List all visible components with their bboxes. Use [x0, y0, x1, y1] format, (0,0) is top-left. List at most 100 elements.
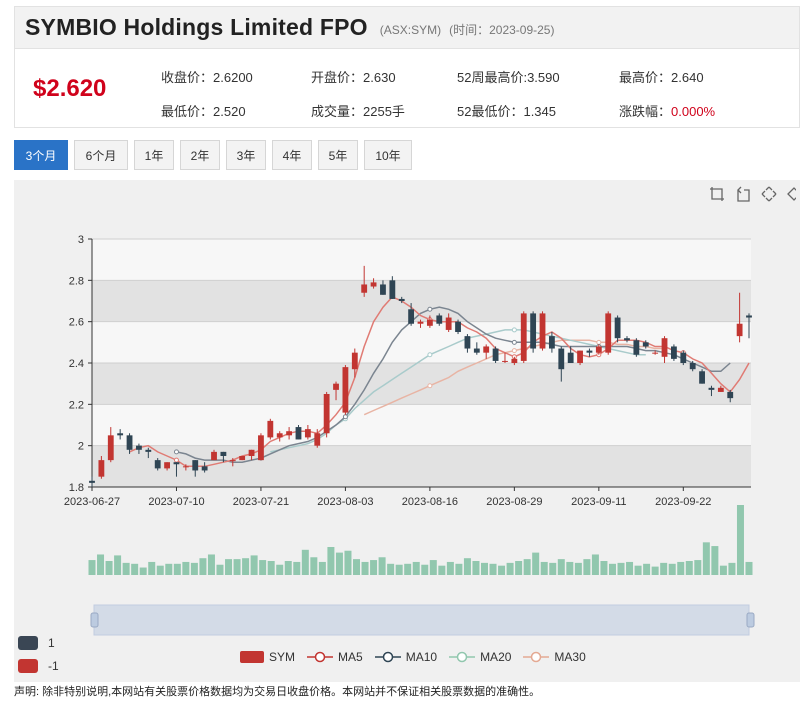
ma10-line-marker [511, 339, 517, 345]
stat-change-value: 0.000% [671, 104, 716, 119]
legend-label-ma5: MA5 [338, 650, 363, 664]
volume-bar [668, 563, 676, 575]
kline-chart: 3 2.8 2.6 2.4 2.2 2 1.8 2023-06-27 2023-07-10 202… [64, 234, 755, 636]
candle-body [154, 460, 161, 469]
x-tick-label: 2023-07-10 [148, 496, 204, 508]
tab-5y[interactable]: 5年 [318, 140, 358, 170]
volume-bar [736, 505, 744, 575]
stat-high52-value: 3.590 [527, 70, 560, 85]
candle-body [342, 367, 349, 413]
candle-body [248, 449, 255, 456]
legend-item-sym[interactable]: SYM [240, 650, 295, 664]
candle-body [736, 323, 743, 337]
x-tick-label: 2023-09-22 [655, 496, 711, 508]
candle-body [483, 346, 490, 353]
candle-body [145, 449, 152, 452]
tab-3m[interactable]: 3个月 [14, 140, 68, 170]
zoom-icon[interactable] [708, 186, 726, 204]
tab-3y[interactable]: 3年 [226, 140, 266, 170]
current-price: $2.620 [33, 75, 107, 102]
grid-band [92, 239, 751, 281]
candle-body [436, 315, 443, 324]
candle-body [727, 391, 734, 399]
save-icon[interactable] [786, 186, 796, 204]
legend-item-ma10[interactable]: MA10 [374, 650, 437, 664]
volume-bar [139, 567, 147, 575]
stat-close-label: 收盘价： [161, 70, 214, 85]
stat-volume-label: 成交量： [311, 104, 364, 119]
y-tick-label: 2.8 [69, 275, 84, 287]
stat-low52: 52最低价：1.345 [457, 101, 556, 120]
candle-body [276, 433, 283, 438]
volume-bar [370, 560, 378, 575]
candle-body [417, 321, 424, 324]
volume-bar [523, 559, 531, 575]
y-tick-label: 1.8 [69, 482, 84, 494]
volume-bar [532, 552, 540, 575]
volume-bar [216, 564, 224, 575]
volume-bar [156, 565, 164, 575]
tab-4y[interactable]: 4年 [272, 140, 312, 170]
volume-bar [395, 564, 403, 575]
x-tick-label: 2023-06-27 [64, 496, 120, 508]
tab-2y[interactable]: 2年 [180, 140, 220, 170]
y-tick-label: 2.6 [69, 317, 84, 329]
stock-code: (ASX:SYM) [379, 22, 442, 37]
candle-body [182, 466, 189, 468]
y-tick-label: 3 [78, 234, 84, 246]
legend-item-ma20[interactable]: MA20 [449, 650, 511, 664]
volume-bar [600, 561, 608, 575]
ma10-line-marker [427, 306, 433, 312]
candle-body [605, 313, 612, 353]
candle-body [164, 462, 170, 469]
tab-1y[interactable]: 1年 [134, 140, 174, 170]
volume-bar [361, 561, 369, 575]
candle-body [708, 387, 715, 390]
volume-bar [131, 563, 139, 575]
ma30-line-marker [511, 348, 517, 354]
candle-body [426, 319, 433, 326]
tab-6m[interactable]: 6个月 [74, 140, 128, 170]
volume-bar [643, 563, 651, 575]
volume-bar [660, 562, 668, 575]
candle-body [595, 346, 602, 353]
stat-high-label: 最高价： [619, 70, 672, 85]
legend-item-ma5[interactable]: MA5 [307, 650, 363, 664]
x-tick-label: 2023-09-11 [571, 496, 626, 508]
volume-bar [344, 550, 352, 575]
legend-label-ma30: MA30 [554, 650, 586, 664]
volume-bar [301, 549, 309, 575]
candle-body [642, 342, 649, 347]
candle-body [211, 451, 217, 461]
candle-body [333, 383, 339, 390]
zoom-reset-icon[interactable] [734, 186, 752, 204]
volume-bar [233, 559, 241, 575]
stat-low52-label: 52最低价： [457, 104, 524, 119]
candle-body [539, 313, 546, 349]
stat-close: 收盘价：2.6200 [161, 67, 253, 86]
y-tick-label: 2 [78, 441, 84, 453]
chart-panel: 3 2.8 2.6 2.4 2.2 2 1.8 2023-06-27 2023-07-10 202… [14, 180, 800, 682]
candle-body [577, 350, 583, 363]
volume-bar [745, 561, 753, 575]
volume-bar [472, 561, 480, 575]
volume-bar [105, 561, 113, 575]
tab-10y[interactable]: 10年 [364, 140, 412, 170]
candle-body [520, 313, 527, 361]
volume-bar [404, 563, 412, 575]
x-tick-label: 2023-08-16 [402, 496, 458, 508]
volume-bar [327, 547, 335, 575]
candle-body [699, 371, 705, 384]
candle-body [136, 445, 142, 450]
volume-bar [276, 564, 284, 575]
volume-bar [498, 565, 506, 575]
legend-item-ma30[interactable]: MA30 [523, 650, 586, 664]
legend-line-swatch [523, 651, 550, 663]
volume-bar [165, 563, 173, 575]
volume-bar [438, 565, 446, 575]
legend-line-swatch [374, 651, 401, 663]
volume-bar [148, 561, 156, 575]
restore-icon[interactable] [760, 186, 778, 204]
candle-body [323, 394, 330, 434]
candle-body [652, 352, 659, 354]
